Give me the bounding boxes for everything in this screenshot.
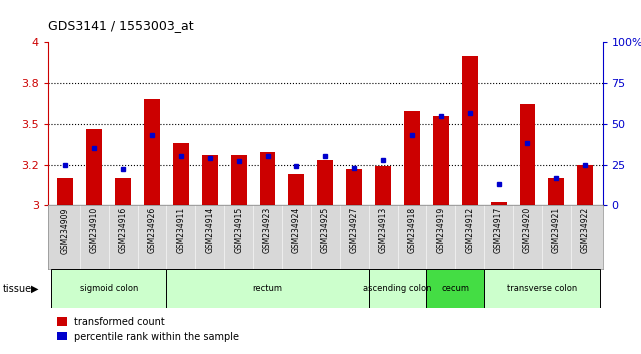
Bar — [317, 160, 333, 205]
Bar — [231, 155, 247, 205]
Bar — [484, 269, 599, 308]
Text: cecum: cecum — [441, 284, 469, 293]
Bar — [404, 111, 420, 205]
Bar — [549, 178, 564, 205]
Text: GDS3141 / 1553003_at: GDS3141 / 1553003_at — [48, 19, 194, 32]
Text: GSM234910: GSM234910 — [90, 207, 99, 253]
Text: ▶: ▶ — [31, 284, 38, 293]
Bar — [202, 155, 218, 205]
Text: GSM234919: GSM234919 — [437, 207, 445, 253]
Bar — [519, 104, 535, 205]
Text: GSM234911: GSM234911 — [176, 207, 185, 253]
Bar — [115, 178, 131, 205]
Text: GSM234924: GSM234924 — [292, 207, 301, 253]
Text: GSM234916: GSM234916 — [119, 207, 128, 253]
Text: GSM234922: GSM234922 — [581, 207, 590, 253]
Bar — [87, 129, 102, 205]
Bar — [288, 175, 304, 205]
Text: GSM234926: GSM234926 — [147, 207, 156, 253]
Bar — [58, 178, 73, 205]
Bar — [369, 269, 426, 308]
Text: tissue: tissue — [3, 284, 32, 293]
Text: GSM234912: GSM234912 — [465, 207, 474, 253]
Bar — [260, 152, 276, 205]
Bar — [51, 269, 167, 308]
Bar — [426, 269, 484, 308]
Bar — [144, 99, 160, 205]
Text: GSM234917: GSM234917 — [494, 207, 503, 253]
Text: ascending colon: ascending colon — [363, 284, 432, 293]
Text: GSM234915: GSM234915 — [234, 207, 243, 253]
Text: rectum: rectum — [253, 284, 283, 293]
Text: GSM234927: GSM234927 — [350, 207, 359, 253]
Text: GSM234921: GSM234921 — [552, 207, 561, 253]
Text: GSM234909: GSM234909 — [61, 207, 70, 253]
Text: GSM234913: GSM234913 — [379, 207, 388, 253]
Bar — [578, 165, 593, 205]
Bar — [173, 143, 189, 205]
Text: GSM234914: GSM234914 — [205, 207, 214, 253]
Bar — [375, 166, 391, 205]
Bar — [167, 269, 369, 308]
Bar — [346, 170, 362, 205]
Text: sigmoid colon: sigmoid colon — [79, 284, 138, 293]
Bar — [433, 116, 449, 205]
Bar — [490, 202, 506, 205]
Legend: transformed count, percentile rank within the sample: transformed count, percentile rank withi… — [53, 313, 243, 346]
Text: GSM234920: GSM234920 — [523, 207, 532, 253]
Text: transverse colon: transverse colon — [507, 284, 577, 293]
Text: GSM234923: GSM234923 — [263, 207, 272, 253]
Text: GSM234918: GSM234918 — [408, 207, 417, 253]
Bar — [462, 56, 478, 205]
Text: GSM234925: GSM234925 — [320, 207, 330, 253]
